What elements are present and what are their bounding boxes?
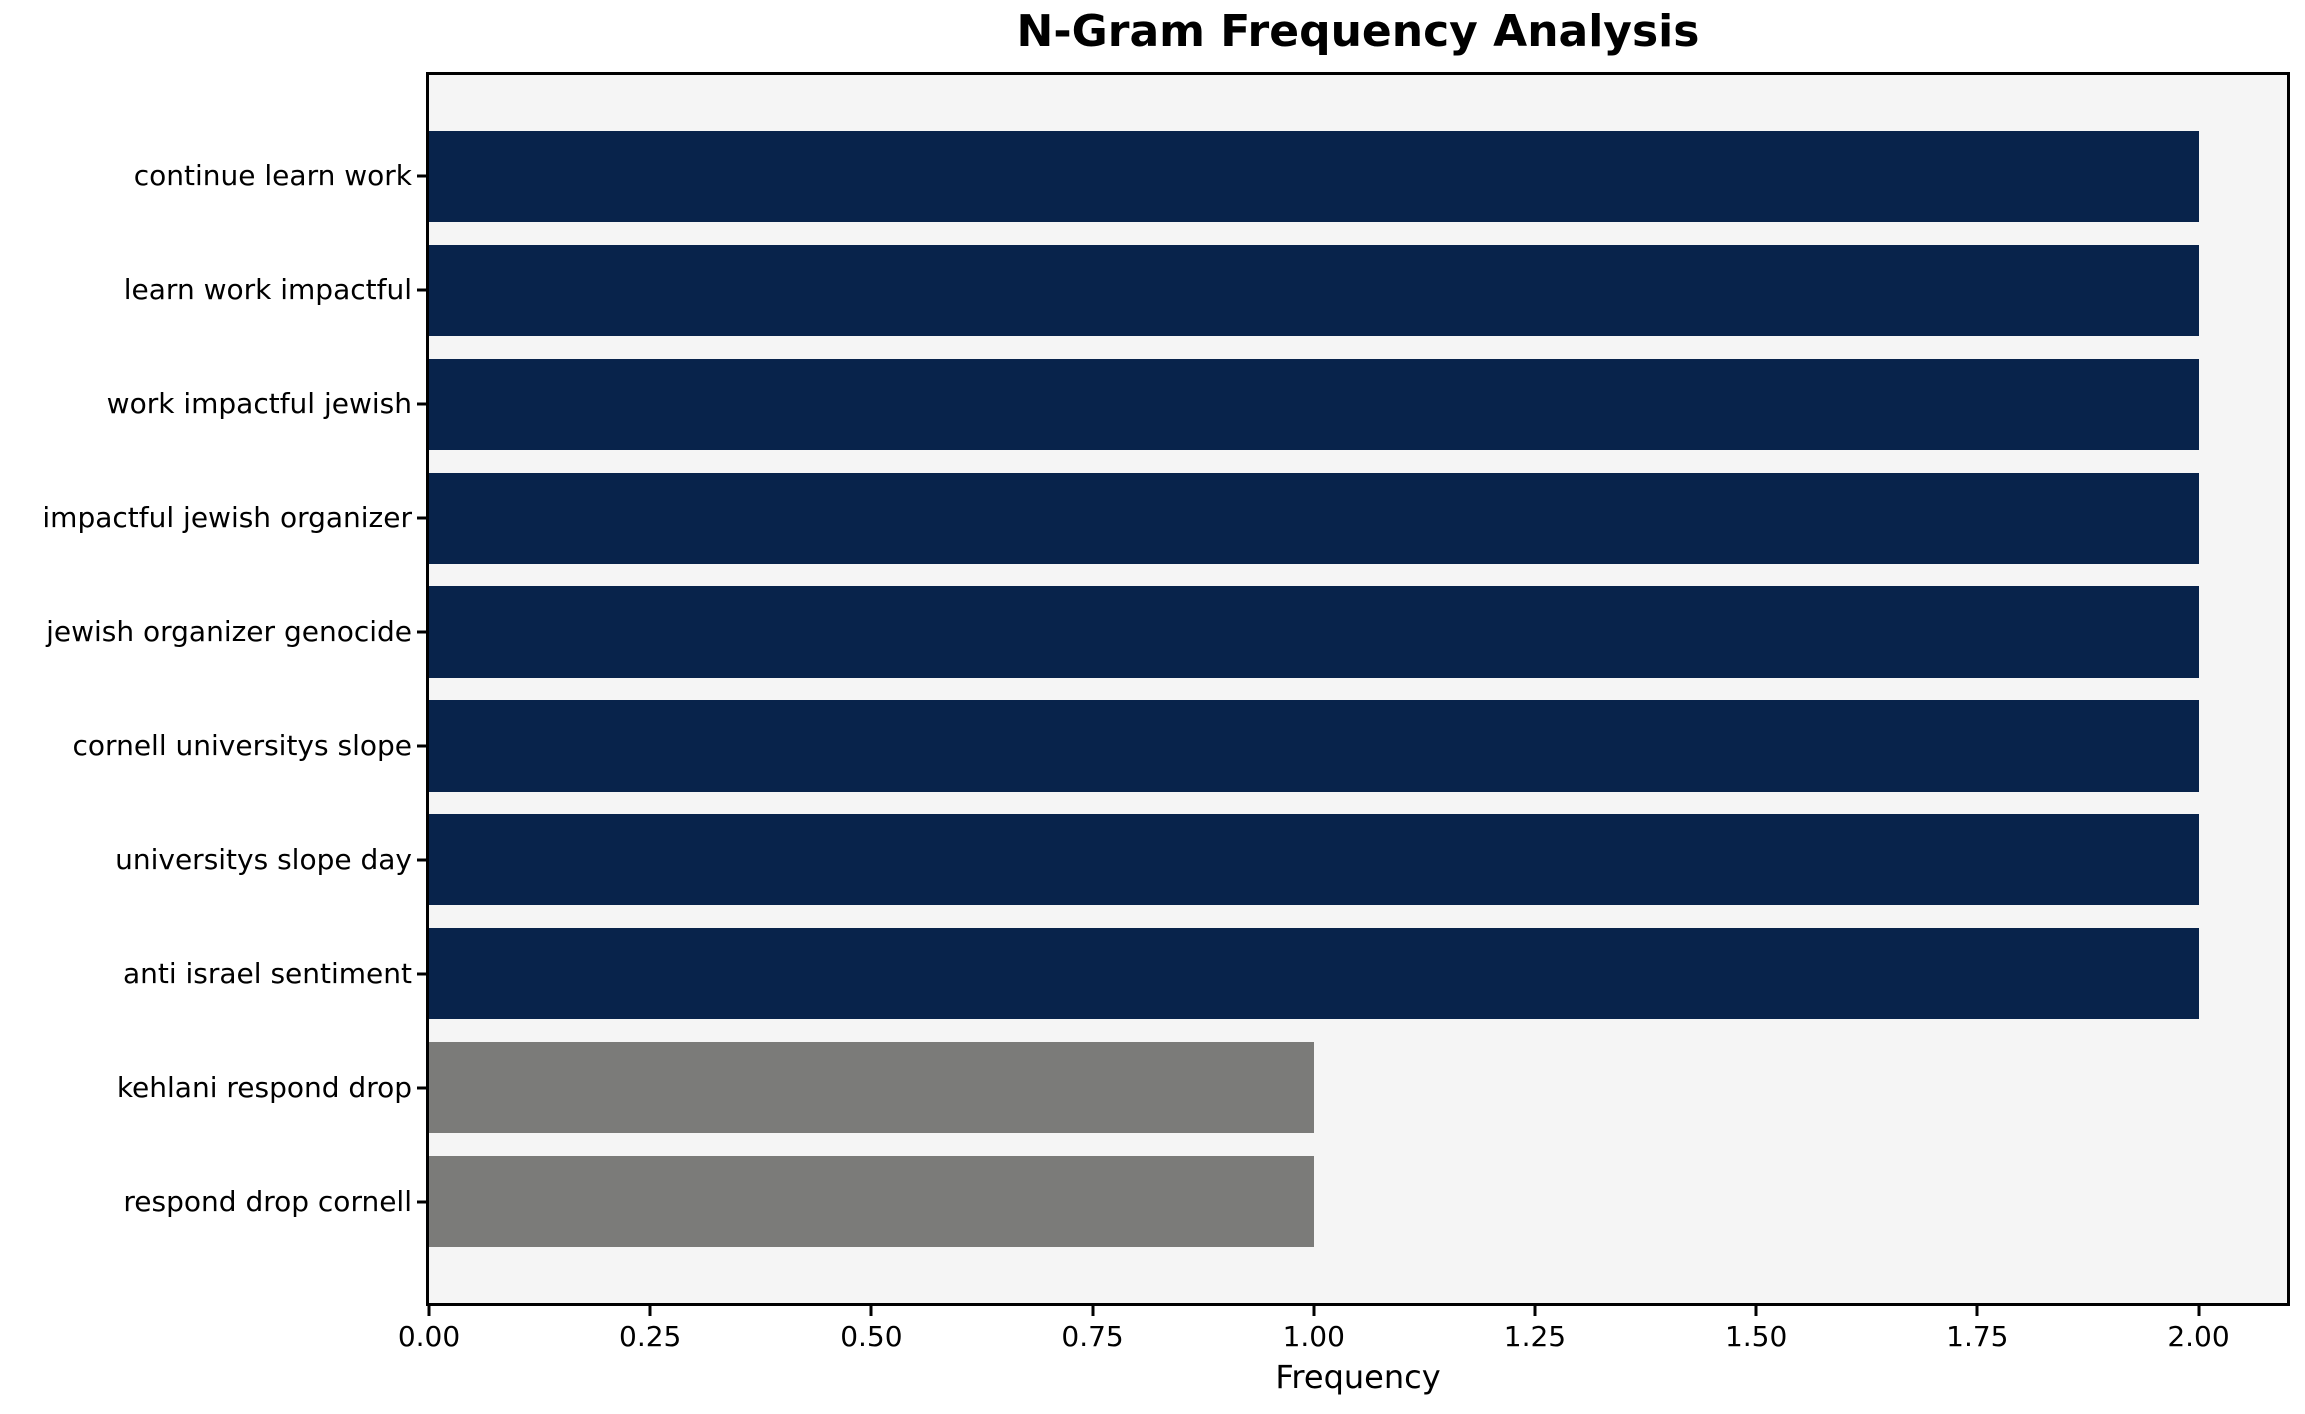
x-tick-mark bbox=[427, 1306, 431, 1316]
chart-title: N-Gram Frequency Analysis bbox=[1016, 6, 1700, 57]
bar bbox=[429, 586, 2199, 678]
plot-area: continue learn work learn work impactful w… bbox=[42, 72, 2290, 1351]
x-axis-label: Frequency bbox=[1275, 1358, 1441, 1396]
x-tick-label: 1.00 bbox=[1282, 1320, 1345, 1353]
bar bbox=[429, 130, 2199, 222]
y-tick-mark bbox=[417, 630, 426, 634]
y-tick-mark bbox=[417, 402, 426, 406]
bar bbox=[429, 928, 2199, 1020]
x-tick-mark bbox=[648, 1306, 652, 1316]
x-tick-mark bbox=[1975, 1306, 1979, 1316]
y-tick-label: respond drop cornell bbox=[123, 1184, 412, 1218]
y-tick-label: impactful jewish organizer bbox=[42, 501, 412, 535]
x-tick-label: 0.75 bbox=[1061, 1320, 1124, 1353]
y-tick-mark bbox=[417, 858, 426, 862]
bar bbox=[429, 814, 2199, 906]
y-tick-mark bbox=[417, 1200, 426, 1204]
y-tick-mark bbox=[417, 972, 426, 976]
y-tick-label: continue learn work bbox=[133, 159, 412, 193]
x-tick-mark bbox=[1754, 1306, 1758, 1316]
y-tick-label: kehlani respond drop bbox=[116, 1070, 412, 1104]
x-tick-mark bbox=[1091, 1306, 1095, 1316]
y-tick-mark bbox=[417, 174, 426, 178]
bar bbox=[429, 472, 2199, 564]
y-tick-mark bbox=[417, 1086, 426, 1090]
bar bbox=[429, 1042, 1314, 1134]
x-tick-label: 1.75 bbox=[1946, 1320, 2009, 1353]
x-tick-mark bbox=[2197, 1306, 2201, 1316]
y-tick-label: jewish organizer genocide bbox=[46, 615, 412, 649]
bar bbox=[429, 358, 2199, 450]
x-tick-label: 2.00 bbox=[2167, 1320, 2230, 1353]
y-tick-label: learn work impactful bbox=[123, 273, 412, 307]
y-tick-label: cornell universitys slope bbox=[72, 728, 412, 762]
bar bbox=[429, 244, 2199, 336]
y-tick-label: universitys slope day bbox=[115, 842, 412, 876]
x-tick-label: 0.25 bbox=[619, 1320, 682, 1353]
x-tick-mark bbox=[1533, 1306, 1537, 1316]
x-tick-mark bbox=[1312, 1306, 1316, 1316]
x-tick-mark bbox=[869, 1306, 873, 1316]
y-tick-mark bbox=[417, 288, 426, 292]
x-tick-label: 1.50 bbox=[1724, 1320, 1788, 1353]
y-tick-mark bbox=[417, 744, 426, 748]
y-tick-mark bbox=[417, 516, 426, 520]
bar bbox=[429, 700, 2199, 792]
bar bbox=[429, 1156, 1314, 1248]
y-tick-label: anti israel sentiment bbox=[122, 956, 412, 990]
y-tick-label: work impactful jewish bbox=[106, 387, 412, 421]
x-tick-label: 0.00 bbox=[397, 1320, 461, 1353]
x-tick-label: 0.50 bbox=[840, 1320, 903, 1353]
x-tick-label: 1.25 bbox=[1503, 1320, 1567, 1353]
